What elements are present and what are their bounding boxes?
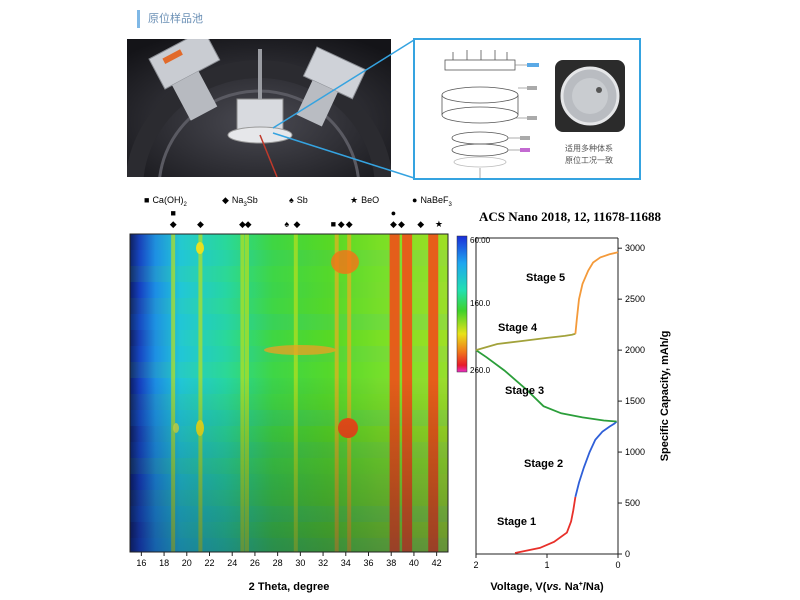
stage-2-curve (574, 420, 618, 498)
stage-4-curve (475, 332, 576, 351)
heatmap-x-tick-label: 26 (250, 558, 260, 568)
peak-marker: ■ (331, 219, 336, 229)
peak-marker: ◆ (338, 219, 345, 229)
voltage-y-tick-label: 0 (625, 549, 630, 559)
stage-5-label: Stage 5 (526, 272, 565, 284)
heatmap-x-tick-label: 28 (273, 558, 283, 568)
sample-cell-inset: 适用多种体系 原位工况一致 (413, 38, 641, 180)
stage-3-curve (475, 349, 617, 423)
peak-marker: ◆ (293, 219, 300, 229)
stage-2-label: Stage 2 (524, 458, 563, 470)
phase-label-na3sb: ◆ Na3Sb (222, 195, 258, 208)
stage-4-label: Stage 4 (498, 322, 538, 334)
peak-marker: ◆ (170, 219, 177, 229)
voltage-x-tick-label: 2 (473, 560, 478, 570)
peak-marker: ◆ (245, 219, 252, 229)
stage-3-label: Stage 3 (505, 385, 544, 397)
heatmap-x-tick-label: 20 (182, 558, 192, 568)
heatmap-x-tick-label: 40 (409, 558, 419, 568)
header-accent-bar (137, 10, 140, 28)
phase-label-beo: ★ BeO (350, 195, 379, 205)
voltage-y-tick-label: 3000 (625, 243, 645, 253)
voltage-x-axis-label: Voltage, V(vs. Na+/Na) (490, 581, 604, 593)
peak-marker: ◆ (417, 219, 424, 229)
phase-label-caoh2: ■ Ca(OH)2 (144, 195, 187, 208)
header-title: 原位样品池 (148, 13, 203, 25)
colorbar-label-min: 260.0 (470, 366, 491, 375)
citation: ACS Nano 2018, 12, 11678-11688 (479, 209, 662, 224)
peak-marker: ★ (435, 219, 443, 229)
heatmap-x-tick-label: 32 (318, 558, 328, 568)
heatmap-x-tick-label: 38 (386, 558, 396, 568)
phase-legend: ■ Ca(OH)2 ◆ Na3Sb ♠ Sb ★ BeO ● NaBeF3 (144, 195, 452, 208)
heatmap-x-tick-label: 30 (295, 558, 305, 568)
voltage-y-tick-label: 1000 (625, 447, 645, 457)
voltage-y-tick-label: 500 (625, 498, 640, 508)
inset-caption-line2: 原位工况一致 (565, 156, 613, 165)
phase-label-nabef3: ● NaBeF3 (412, 195, 452, 208)
stage-1-label: Stage 1 (497, 516, 536, 528)
peak-marker: ◆ (197, 219, 204, 229)
heatmap-x-tick-label: 24 (227, 558, 237, 568)
voltage-x-tick-label: 1 (544, 560, 549, 570)
heatmap-x-tick-label: 22 (204, 558, 214, 568)
cell-schematic (441, 50, 625, 178)
peak-marker: ◆ (239, 219, 246, 229)
colorbar-label-max: 60.00 (470, 236, 491, 245)
heatmap-x-tick-label: 34 (341, 558, 351, 568)
voltage-y-tick-label: 1500 (625, 396, 645, 406)
colorbar-label-mid: 160.0 (470, 299, 491, 308)
peak-marker: ◆ (390, 219, 397, 229)
heatmap-x-tick-label: 16 (136, 558, 146, 568)
heatmap-x-tick-label: 36 (363, 558, 373, 568)
heatmap-x-tick-label: 42 (432, 558, 442, 568)
peak-marker: ◆ (398, 219, 405, 229)
phase-label-sb: ♠ Sb (289, 195, 308, 205)
peak-marker: ■ (170, 208, 175, 218)
voltage-y-tick-label: 2000 (625, 345, 645, 355)
heatmap-frame (129, 233, 449, 553)
voltage-y-axis-label: Specific Capacity, mAh/g (659, 331, 671, 462)
voltage-profile-axes (475, 237, 619, 555)
voltage-x-tick-label: 0 (615, 560, 620, 570)
stage-1-curve (514, 496, 577, 554)
peak-marker: ♠ (284, 219, 289, 229)
inset-caption-line1: 适用多种体系 (565, 144, 613, 153)
heatmap-x-axis-label: 2 Theta, degree (249, 581, 330, 593)
stage-5-curve (574, 251, 619, 334)
colorbar (456, 235, 468, 373)
peak-marker: ● (391, 208, 396, 218)
heatmap-x-tick-label: 18 (159, 558, 169, 568)
voltage-y-tick-label: 2500 (625, 294, 645, 304)
peak-marker: ◆ (346, 219, 353, 229)
xrd-heatmap (130, 234, 448, 552)
